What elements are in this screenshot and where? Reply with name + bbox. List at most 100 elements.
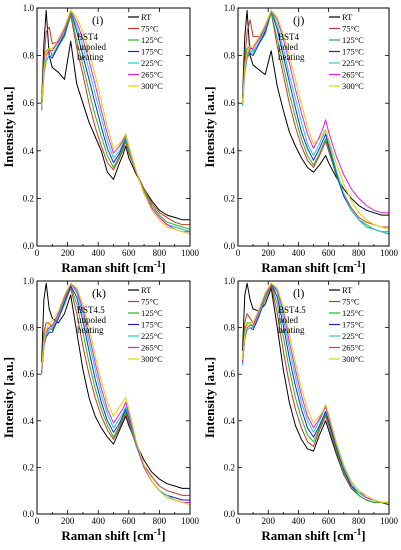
y-tick-label: 0.6 xyxy=(23,369,35,379)
x-tick-label: 600 xyxy=(122,248,136,258)
series-line-5 xyxy=(242,9,390,235)
series-line-3 xyxy=(242,12,389,233)
panel-label: (j) xyxy=(293,13,304,27)
series-line-4 xyxy=(242,9,390,235)
series-line-7 xyxy=(41,9,191,235)
series-line-1 xyxy=(41,282,190,489)
x-axis-title-sup: -1 xyxy=(354,527,362,537)
y-tick-label: 0.0 xyxy=(23,241,35,251)
sample-annotation-line: heating xyxy=(77,52,104,62)
sample-annotation-line: poled xyxy=(278,315,298,325)
x-tick-label: 0 xyxy=(236,516,241,526)
y-axis-title: Intensity [a.u.] xyxy=(202,357,217,438)
y-tick-label: 1.0 xyxy=(23,3,35,13)
x-axis-title: Raman shift [cm-1] xyxy=(261,259,365,275)
y-tick-label: 0.8 xyxy=(23,51,35,61)
x-tick-label: 1000 xyxy=(181,248,200,258)
y-tick-label: 1.0 xyxy=(23,276,35,286)
series-line-4 xyxy=(242,282,390,506)
legend-entry: 125°C xyxy=(342,35,364,45)
legend-entry: 125°C xyxy=(141,35,163,45)
panel-label: (k) xyxy=(92,286,106,300)
y-tick-label: 0.4 xyxy=(224,416,236,426)
panel-label: (i) xyxy=(92,13,103,27)
y-tick-label: 0.6 xyxy=(224,98,236,108)
sample-annotation-line: BST4 xyxy=(77,32,99,42)
legend-entry: 225°C xyxy=(141,58,163,68)
series-line-2 xyxy=(242,12,389,228)
legend-entry: 225°C xyxy=(342,331,364,341)
legend-entry: RT xyxy=(342,285,353,295)
y-tick-label: 0.0 xyxy=(224,241,236,251)
y-axis-title: Intensity [a.u.] xyxy=(202,86,217,167)
legend-entry: 175°C xyxy=(141,47,163,57)
y-tick-label: 1.0 xyxy=(224,276,236,286)
legend-entry: 175°C xyxy=(141,320,163,330)
legend-entry: RT xyxy=(141,285,152,295)
x-axis-title-sup: -1 xyxy=(154,259,162,269)
series-line-3 xyxy=(41,12,191,230)
panel-label: (l) xyxy=(293,286,304,300)
y-tick-label: 0.6 xyxy=(23,98,35,108)
y-tick-label: 0.2 xyxy=(23,462,34,472)
series-line-7 xyxy=(242,9,390,230)
legend-entry: RT xyxy=(141,12,152,22)
sample-annotation-line: heating xyxy=(278,52,305,62)
plot-frame xyxy=(237,280,390,515)
chart-panel-1: 0 200 400 600 800 1000 0.0 0.2 0.4 0.6 0.8 1.0 Raman… xyxy=(1,3,200,275)
series-line-6 xyxy=(242,9,389,214)
y-tick-label: 1.0 xyxy=(224,3,236,13)
series-line-5 xyxy=(41,282,190,503)
legend-entry: 125°C xyxy=(141,308,163,318)
y-tick-label: 0.0 xyxy=(23,509,35,519)
x-tick-label: 400 xyxy=(292,516,306,526)
series-line-3 xyxy=(41,285,190,501)
y-tick-label: 0.4 xyxy=(224,146,236,156)
y-tick-label: 0.8 xyxy=(23,323,35,333)
x-tick-label: 1000 xyxy=(380,248,399,258)
legend-entry: 225°C xyxy=(342,58,364,68)
series-line-2 xyxy=(41,287,190,496)
y-tick-label: 0.2 xyxy=(224,462,235,472)
x-axis-title-main: Raman shift [cm xyxy=(61,260,154,275)
legend-entry: 75°C xyxy=(342,24,360,34)
x-tick-label: 400 xyxy=(91,516,105,526)
sample-annotation-line: unpoled xyxy=(77,315,106,325)
sample-annotation-line: BST4.5 xyxy=(278,305,306,315)
series-line-4 xyxy=(41,9,191,233)
x-tick-label: 0 xyxy=(236,248,241,258)
series-line-6 xyxy=(41,9,190,233)
legend-entry: 175°C xyxy=(342,47,364,57)
sample-annotation-line: heating xyxy=(278,325,305,335)
x-axis-title-end: ] xyxy=(161,528,165,543)
legend-entry: 265°C xyxy=(141,70,163,80)
x-axis-title-end: ] xyxy=(361,528,365,543)
series-line-4 xyxy=(41,285,190,501)
x-tick-label: 200 xyxy=(61,248,75,258)
x-tick-label: 600 xyxy=(322,248,336,258)
legend-entry: 75°C xyxy=(342,297,360,307)
series-line-7 xyxy=(41,282,191,506)
legend-entry: 75°C xyxy=(141,297,159,307)
x-tick-label: 400 xyxy=(91,248,105,258)
legend-entry: 265°C xyxy=(342,70,364,80)
y-axis-title: Intensity [a.u.] xyxy=(1,86,16,167)
legend-entry: 75°C xyxy=(141,24,159,34)
legend-entry: RT xyxy=(342,12,353,22)
y-tick-label: 0.8 xyxy=(224,323,236,333)
x-axis-title: Raman shift [cm-1] xyxy=(261,527,365,543)
chart-panel-2: 0 200 400 600 800 1000 0.0 0.2 0.4 0.6 0.8 1.0 Raman… xyxy=(202,3,399,275)
y-tick-label: 0.4 xyxy=(23,416,35,426)
series-line-1 xyxy=(242,9,389,216)
series-line-6 xyxy=(41,282,190,503)
series-line-5 xyxy=(242,282,389,503)
sample-annotation-line: BST4.5 xyxy=(77,305,105,315)
x-axis-title-sup: -1 xyxy=(354,259,362,269)
y-tick-label: 0.2 xyxy=(23,193,34,203)
legend-entry: 265°C xyxy=(141,343,163,353)
x-axis-title-main: Raman shift [cm xyxy=(261,260,354,275)
x-tick-label: 600 xyxy=(122,516,136,526)
x-axis-title-sup: -1 xyxy=(154,527,162,537)
x-tick-label: 200 xyxy=(261,248,275,258)
